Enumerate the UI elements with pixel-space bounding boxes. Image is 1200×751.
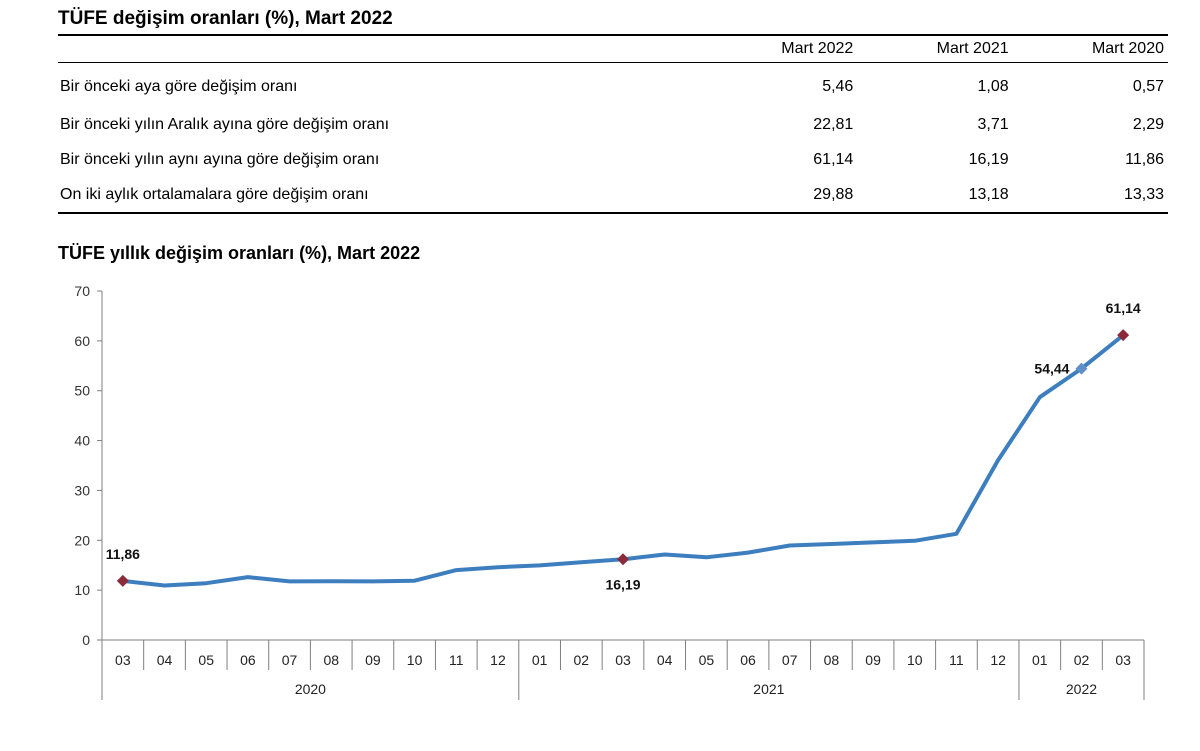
x-tick-label: 04 <box>157 652 173 668</box>
y-tick-label: 20 <box>74 532 90 548</box>
x-tick-label: 03 <box>115 652 131 668</box>
data-label: 61,14 <box>1106 300 1141 316</box>
table-header-row: Mart 2022 Mart 2021 Mart 2020 <box>58 36 1168 63</box>
x-tick-label: 08 <box>824 652 840 668</box>
column-header: Mart 2021 <box>857 36 1013 63</box>
data-point-marker <box>1075 362 1088 375</box>
y-tick-label: 30 <box>74 482 90 498</box>
x-tick-label: 05 <box>699 652 715 668</box>
table-cell: 16,19 <box>968 150 1009 168</box>
x-tick-label: 10 <box>907 652 923 668</box>
column-header: Mart 2020 <box>1012 36 1168 63</box>
table-row: Bir önceki aya göre değişim oranı 5,46 1… <box>58 63 1168 108</box>
header-empty-cell <box>58 36 702 63</box>
series-line <box>120 333 1126 588</box>
data-point-marker <box>1117 329 1130 342</box>
x-tick-label: 07 <box>782 652 798 668</box>
y-tick-label: 50 <box>74 383 90 399</box>
x-tick-label: 12 <box>490 652 506 668</box>
row-label: Bir önceki yılın Aralık ayına göre değiş… <box>60 115 390 133</box>
table-title: TÜFE değişim oranları (%), Mart 2022 <box>58 8 393 29</box>
table-cell: 5,46 <box>822 78 854 95</box>
x-tick-label: 12 <box>990 652 1006 668</box>
table-top-rule <box>58 34 1168 36</box>
year-label: 2021 <box>753 681 784 697</box>
x-tick-label: 08 <box>323 652 339 668</box>
row-label: Bir önceki aya göre değişim oranı <box>60 78 298 95</box>
x-tick-label: 09 <box>365 652 381 668</box>
table-cell: 13,33 <box>1123 185 1164 203</box>
cpi-table: Mart 2022 Mart 2021 Mart 2020 Bir önceki… <box>58 36 1168 212</box>
x-tick-label: 11 <box>449 652 464 668</box>
table-cell: 22,81 <box>813 115 854 133</box>
table-cell: 1,08 <box>977 78 1009 95</box>
x-tick-label: 02 <box>1074 652 1090 668</box>
column-header: Mart 2022 <box>702 36 858 63</box>
x-tick-label: 02 <box>574 652 590 668</box>
y-tick-label: 70 <box>74 283 90 299</box>
x-tick-label: 03 <box>1115 652 1131 668</box>
table-cell: 3,71 <box>977 115 1009 133</box>
data-label: 54,44 <box>1034 361 1069 377</box>
x-tick-label: 09 <box>865 652 881 668</box>
table-row: On iki aylık ortalamalara göre değişim o… <box>58 177 1168 212</box>
data-label: 16,19 <box>605 576 640 592</box>
table-cell: 0,57 <box>1132 78 1164 95</box>
y-tick-label: 60 <box>74 333 90 349</box>
x-tick-label: 06 <box>740 652 756 668</box>
y-tick-label: 10 <box>74 582 90 598</box>
y-tick-label: 40 <box>74 433 90 449</box>
x-tick-label: 05 <box>198 652 214 668</box>
x-tick-label: 01 <box>1032 652 1048 668</box>
table-cell: 2,29 <box>1132 115 1164 133</box>
cpi-table-block: TÜFE değişim oranları (%), Mart 2022 Mar… <box>58 6 1168 214</box>
y-tick-label: 0 <box>82 632 90 648</box>
data-point-marker <box>116 574 129 587</box>
row-label: Bir önceki yılın aynı ayına göre değişim… <box>60 150 380 168</box>
year-label: 2020 <box>295 681 326 697</box>
data-label: 11,86 <box>106 546 140 562</box>
x-tick-label: 07 <box>282 652 298 668</box>
year-label: 2022 <box>1066 681 1097 697</box>
table-cell: 13,18 <box>968 185 1009 203</box>
x-tick-label: 01 <box>532 652 548 668</box>
table-cell: 61,14 <box>813 150 854 168</box>
x-tick-label: 03 <box>615 652 631 668</box>
data-point-marker <box>617 553 629 566</box>
x-tick-label: 06 <box>240 652 256 668</box>
table-cell: 11,86 <box>1125 150 1164 168</box>
table-row: Bir önceki yılın aynı ayına göre değişim… <box>58 142 1168 177</box>
x-tick-label: 11 <box>949 652 964 668</box>
x-tick-label: 04 <box>657 652 673 668</box>
table-bottom-rule <box>58 212 1168 214</box>
row-label: On iki aylık ortalamalara göre değişim o… <box>60 185 369 203</box>
chart-title: TÜFE yıllık değişim oranları (%), Mart 2… <box>58 243 421 263</box>
table-row: Bir önceki yılın Aralık ayına göre değiş… <box>58 107 1168 142</box>
table-cell: 29,88 <box>813 185 854 203</box>
x-tick-label: 10 <box>407 652 423 668</box>
